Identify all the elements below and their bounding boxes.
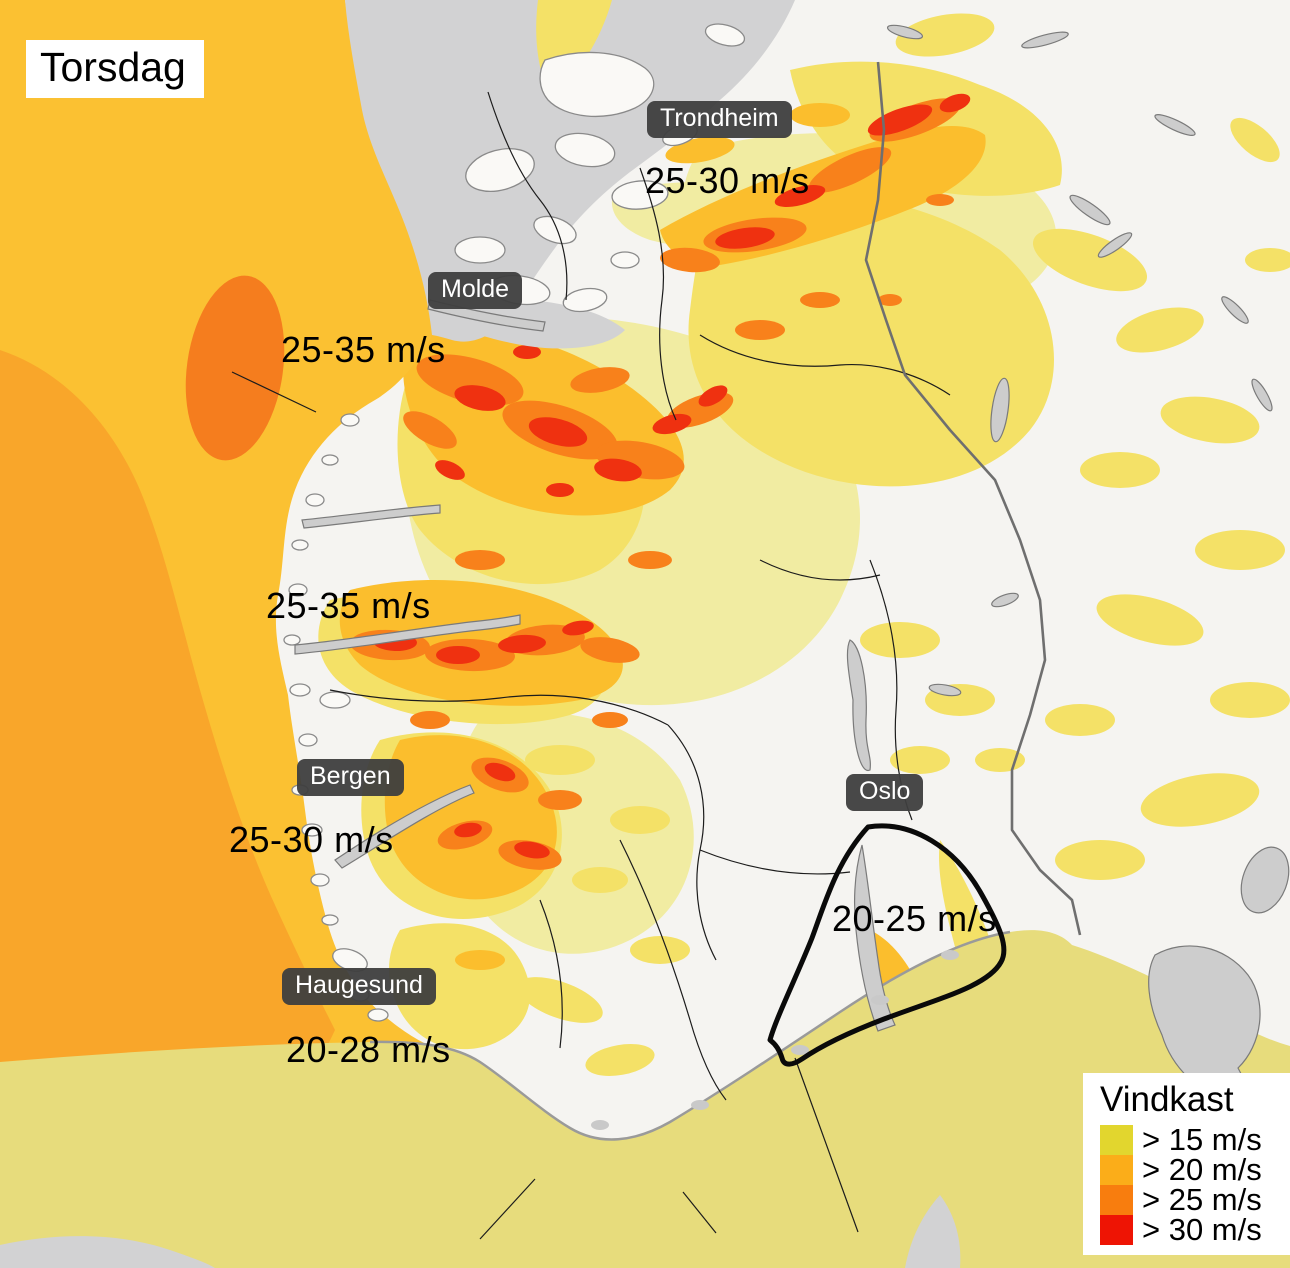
gust-annotation-trondheim: 25-30 m/s: [645, 160, 810, 201]
legend-swatch-30: [1100, 1214, 1133, 1245]
city-label-trondheim: Trondheim: [647, 101, 792, 138]
gust-area-layer: [318, 13, 1290, 1234]
legend-body: > 15 m/s > 20 m/s > 25 m/s > 30 m/s: [1100, 1121, 1290, 1247]
legend-swatch-15: [1100, 1124, 1133, 1155]
city-label-bergen: Bergen: [297, 759, 404, 796]
legend-label-25: > 25 m/s: [1142, 1181, 1262, 1217]
day-label: Torsdag: [26, 40, 204, 98]
legend-label-20: > 20 m/s: [1142, 1151, 1262, 1187]
legend-label-30: > 30 m/s: [1142, 1211, 1262, 1247]
city-label-haugesund: Haugesund: [282, 968, 436, 1005]
legend-swatch-20: [1100, 1154, 1133, 1185]
gust-annotation-haugesund: 20-28 m/s: [286, 1029, 451, 1070]
legend-labels: > 15 m/s > 20 m/s > 25 m/s > 30 m/s: [1142, 1121, 1262, 1247]
legend: Vindkast > 15 m/s > 20 m/s > 25 m/s > 30…: [1083, 1073, 1290, 1255]
gust-annotation-oslo: 20-25 m/s: [832, 898, 997, 939]
city-label-oslo: Oslo: [846, 774, 924, 811]
island-layer: [283, 23, 746, 1022]
legend-swatches: [1100, 1124, 1133, 1245]
gust-annotation-sogn: 25-35 m/s: [266, 585, 431, 626]
gust-annotation-molde: 25-35 m/s: [281, 329, 446, 370]
legend-label-15: > 15 m/s: [1142, 1121, 1262, 1157]
legend-swatch-25: [1100, 1184, 1133, 1215]
oslo-gust-contour: [767, 823, 1007, 1067]
legend-title: Vindkast: [1100, 1080, 1234, 1119]
city-label-molde: Molde: [428, 272, 523, 309]
national-border: [864, 61, 1082, 936]
gust-annotation-bergen: 25-30 m/s: [229, 819, 394, 860]
